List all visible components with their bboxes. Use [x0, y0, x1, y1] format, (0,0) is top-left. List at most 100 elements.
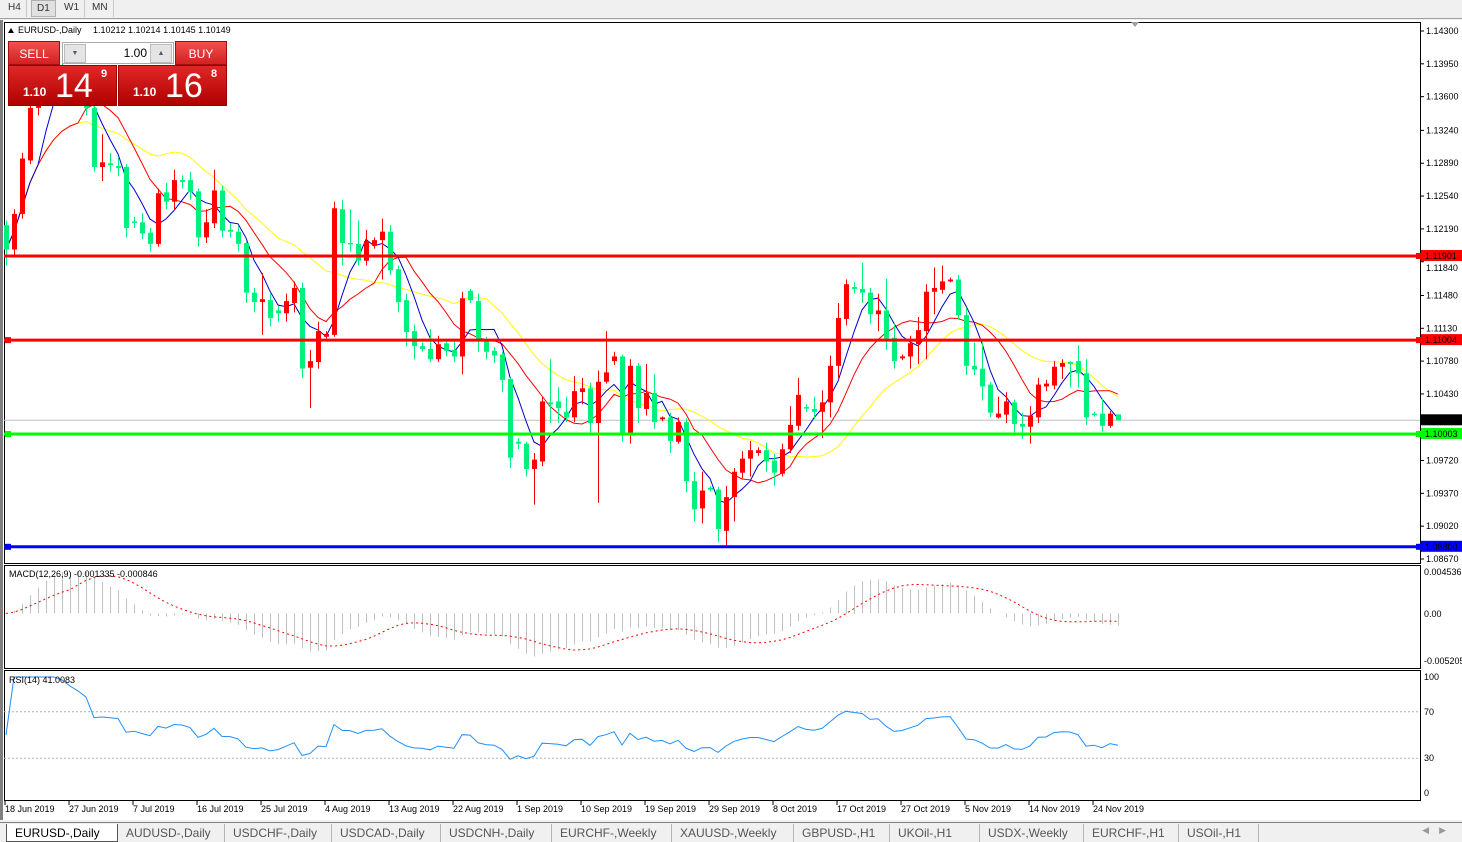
macd-axis-bottom: -0.005205: [1424, 656, 1462, 666]
candle-body: [1116, 414, 1121, 421]
buy-button[interactable]: BUY: [175, 41, 227, 65]
candle: [316, 321, 321, 369]
tab-prev-icon[interactable]: ◀: [1422, 825, 1440, 835]
sell-price[interactable]: 1.10 14 9: [8, 65, 117, 106]
tab-usdchf-daily[interactable]: USDCHF-,Daily: [225, 824, 332, 842]
candle-body: [356, 243, 361, 261]
candle-body: [1084, 373, 1089, 418]
candle-body: [452, 349, 457, 357]
candle: [1108, 410, 1113, 428]
candle: [884, 278, 889, 350]
candle-body: [908, 343, 913, 357]
candle-body: [1004, 401, 1009, 415]
tab-usdcad-daily[interactable]: USDCAD-,Daily: [332, 824, 441, 842]
candle: [148, 227, 153, 252]
candle: [596, 370, 601, 503]
price-axis-label: 1.11130: [1426, 323, 1457, 333]
candle-body: [580, 388, 585, 393]
candle-body: [116, 166, 121, 168]
timeframe-mn[interactable]: MN: [87, 0, 114, 17]
candle-body: [628, 365, 633, 434]
candle: [180, 175, 185, 189]
candle: [556, 387, 561, 424]
chart-symbol-title: EURUSD-,Daily: [18, 25, 82, 35]
timeframe-h4[interactable]: H4: [3, 0, 27, 17]
candle-body: [956, 279, 961, 316]
candle: [388, 225, 393, 275]
tab-gbpusd-h1[interactable]: GBPUSD-,H1: [794, 824, 890, 842]
timeframe-d1[interactable]: D1: [31, 0, 56, 17]
candle-body: [1052, 366, 1057, 386]
candle-body: [1108, 413, 1113, 426]
candle-body: [972, 365, 977, 370]
candle: [220, 185, 225, 238]
ma-mid-line: [5, 103, 1119, 484]
tab-usoil-h1[interactable]: USOil-,H1: [1179, 824, 1259, 842]
timeframe-toolbar: H4 D1 W1 MN: [0, 0, 1462, 19]
candle: [612, 351, 617, 365]
candle: [92, 104, 97, 172]
candle-body: [828, 365, 833, 403]
candle-body: [236, 231, 241, 244]
tab-eurchf-weekly[interactable]: EURCHF-,Weekly: [552, 824, 672, 842]
candle-body: [476, 301, 481, 342]
candle-body: [620, 356, 625, 434]
buy-price[interactable]: 1.10 16 8: [118, 65, 227, 106]
candle: [140, 212, 145, 240]
lot-size-stepper[interactable]: ▼ 1.00 ▲: [62, 42, 174, 64]
candle: [660, 416, 665, 422]
candle-body: [532, 459, 537, 469]
candle-body: [156, 193, 161, 244]
candle-body: [844, 284, 849, 319]
candle: [540, 396, 545, 467]
level-handle-icon: [1416, 337, 1422, 344]
tab-audusd-daily[interactable]: AUDUSD-,Daily: [118, 824, 225, 842]
candle-body: [564, 411, 569, 418]
lot-size-input[interactable]: 1.00: [123, 46, 147, 60]
candle-body: [244, 242, 249, 293]
tab-xauusd-weekly[interactable]: XAUUSD-,Weekly: [672, 824, 794, 842]
tab-eurusd-daily[interactable]: EURUSD-,Daily: [6, 824, 118, 842]
candle-body: [204, 222, 209, 238]
date-axis-label: 24 Nov 2019: [1093, 804, 1144, 814]
level-price-tag: [1421, 249, 1462, 261]
timeframe-w1[interactable]: W1: [59, 0, 85, 17]
tab-usdx-weekly[interactable]: USDX-,Weekly: [980, 824, 1084, 842]
candle-body: [444, 343, 449, 351]
tab-usdcnh-daily[interactable]: USDCNH-,Daily: [441, 824, 552, 842]
candle-body: [604, 372, 609, 382]
candle: [940, 265, 945, 294]
rsi-line: [5, 676, 1119, 760]
candle: [268, 293, 273, 327]
date-axis-label: 16 Jul 2019: [197, 804, 244, 814]
candle: [300, 282, 305, 378]
sell-price-pips: 14: [55, 67, 93, 105]
candle-body: [660, 417, 665, 420]
candle-body: [756, 450, 761, 454]
lot-increase-icon[interactable]: ▲: [150, 44, 172, 63]
candle: [932, 267, 937, 315]
tab-next-icon[interactable]: ▶: [1439, 825, 1456, 835]
sell-button[interactable]: SELL: [8, 41, 60, 65]
candle-body: [1076, 361, 1081, 374]
date-axis-label: 25 Jul 2019: [261, 804, 308, 814]
tab-eurchf-h1[interactable]: EURCHF-,H1: [1084, 824, 1179, 842]
candle-body: [348, 242, 353, 245]
tab-scroll-arrows[interactable]: ◀▶: [1422, 825, 1456, 836]
sell-price-prefix: 1.10: [23, 85, 47, 99]
date-axis-label: 5 Nov 2019: [965, 804, 1011, 814]
candle: [804, 404, 809, 412]
candle-body: [284, 301, 289, 314]
candle: [548, 359, 553, 424]
candle: [812, 396, 817, 420]
candle-body: [292, 287, 297, 303]
price-axis-label: 1.13240: [1426, 125, 1459, 135]
candle: [852, 282, 857, 294]
price-axis-label: 1.13950: [1426, 59, 1459, 69]
candle: [212, 169, 217, 228]
candle-body: [804, 407, 809, 409]
tab-ukoil-h1[interactable]: UKOil-,H1: [890, 824, 980, 842]
candle-body: [932, 287, 937, 292]
lot-decrease-icon[interactable]: ▼: [64, 44, 86, 63]
